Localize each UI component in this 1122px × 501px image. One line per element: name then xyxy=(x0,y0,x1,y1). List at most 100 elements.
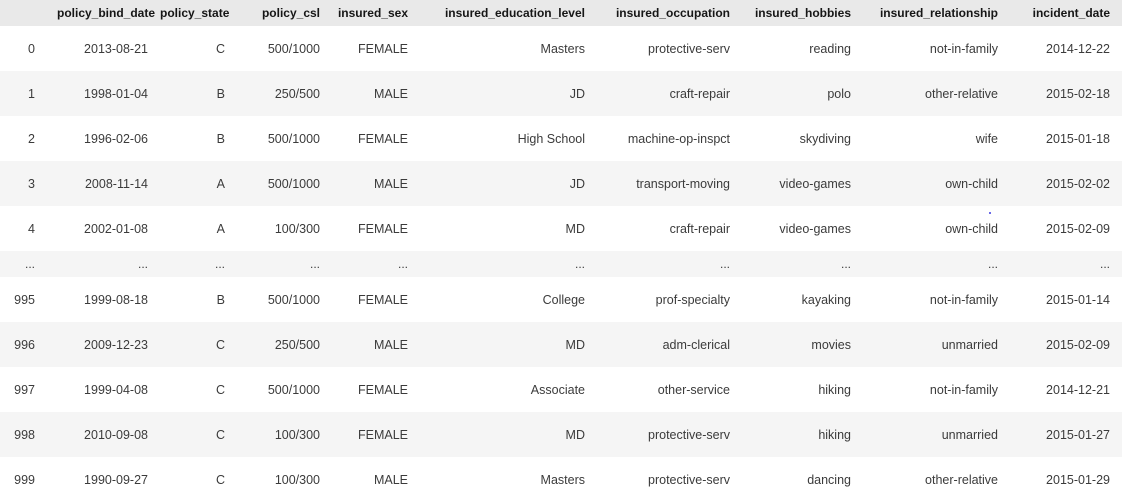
cell: 2002-01-08 xyxy=(84,221,148,236)
cell: machine-op-inspct xyxy=(627,131,730,146)
cell: Associate xyxy=(530,382,585,397)
cell: 2009-12-23 xyxy=(84,337,148,352)
cell: JD xyxy=(569,176,585,191)
table-row: 0 2013-08-21 C 500/1000 FEMALE Masters protect… xyxy=(0,26,1122,71)
column-header-insured-sex: insured_sex xyxy=(332,0,420,26)
cell: ... xyxy=(840,257,851,271)
cell: protective-serv xyxy=(648,41,730,56)
table-row: 1 1998-01-04 B 250/500 MALE JD craft-repair pol… xyxy=(0,71,1122,116)
cell: C xyxy=(215,427,225,442)
table-row: 996 2009-12-23 C 250/500 MALE MD adm-clerical m… xyxy=(0,322,1122,367)
cell: MD xyxy=(565,337,585,352)
cell: JD xyxy=(569,86,585,101)
cell: hiking xyxy=(818,427,851,442)
cell: 2014-12-21 xyxy=(1046,382,1110,397)
column-header-insured-hobbies: insured_hobbies xyxy=(742,0,863,26)
cell: 100/300 xyxy=(274,472,320,487)
cell: adm-clerical xyxy=(662,337,730,352)
cell: C xyxy=(215,472,225,487)
cell: ... xyxy=(719,257,730,271)
cell: unmarried xyxy=(941,337,998,352)
cell: hiking xyxy=(818,382,851,397)
row-index: 995 xyxy=(14,292,35,307)
cell: 2010-09-08 xyxy=(84,427,148,442)
column-header-insured-occupation: insured_occupation xyxy=(597,0,742,26)
cell: 250/500 xyxy=(274,86,320,101)
cell: C xyxy=(215,337,225,352)
cell: video-games xyxy=(779,176,851,191)
column-header-policy-bind-date: policy_bind_date xyxy=(57,0,160,26)
row-index: 996 xyxy=(14,337,35,352)
row-index: 0 xyxy=(28,41,35,56)
cell: 100/300 xyxy=(274,221,320,236)
cell: FEMALE xyxy=(357,221,408,236)
cell: MALE xyxy=(373,337,408,352)
cell: 500/1000 xyxy=(267,382,320,397)
cell: 2015-01-29 xyxy=(1046,472,1110,487)
cell: reading xyxy=(809,41,851,56)
row-index: 998 xyxy=(14,427,35,442)
cell: own-child xyxy=(945,221,998,236)
cell: movies xyxy=(811,337,851,352)
cell: FEMALE xyxy=(357,382,408,397)
cell: 1990-09-27 xyxy=(84,472,148,487)
cell: 500/1000 xyxy=(267,176,320,191)
cell: 2015-01-18 xyxy=(1046,131,1110,146)
cell: ... xyxy=(214,257,225,271)
cell: C xyxy=(215,41,225,56)
cell: craft-repair xyxy=(669,221,730,236)
cell: unmarried xyxy=(941,427,998,442)
row-index: 3 xyxy=(28,176,35,191)
cell: 2015-02-09 xyxy=(1046,337,1110,352)
cell: ... xyxy=(1099,257,1110,271)
row-index: 4 xyxy=(28,221,35,236)
cell: MALE xyxy=(373,472,408,487)
cell: 500/1000 xyxy=(267,131,320,146)
row-index: 997 xyxy=(14,382,35,397)
table-body: 0 2013-08-21 C 500/1000 FEMALE Masters protect… xyxy=(0,26,1122,501)
cell: FEMALE xyxy=(357,427,408,442)
cell: ... xyxy=(397,257,408,271)
cell: prof-specialty xyxy=(655,292,730,307)
cell: kayaking xyxy=(801,292,851,307)
cell: not-in-family xyxy=(929,41,998,56)
cell: MALE xyxy=(373,86,408,101)
cell: ... xyxy=(309,257,320,271)
cell: 100/300 xyxy=(274,427,320,442)
cell: 1996-02-06 xyxy=(84,131,148,146)
table-row: 999 1990-09-27 C 100/300 MALE Masters protecti… xyxy=(0,457,1122,501)
cell: other-service xyxy=(657,382,730,397)
column-header-policy-csl: policy_csl xyxy=(237,0,332,26)
cell: 2008-11-14 xyxy=(84,176,148,191)
cell: own-child xyxy=(945,176,998,191)
table-row: 997 1999-04-08 C 500/1000 FEMALE Associate oth… xyxy=(0,367,1122,412)
row-index: 1 xyxy=(28,86,35,101)
row-index: 999 xyxy=(14,472,35,487)
cell: protective-serv xyxy=(648,472,730,487)
cell: other-relative xyxy=(925,86,998,101)
cell: 2015-02-18 xyxy=(1046,86,1110,101)
row-index: 2 xyxy=(28,131,35,146)
cell: MALE xyxy=(373,176,408,191)
ellipsis-row: .............................. xyxy=(0,251,1122,277)
index-column-header xyxy=(0,0,57,26)
cell: MD xyxy=(565,427,585,442)
cell: 250/500 xyxy=(274,337,320,352)
cell: Masters xyxy=(540,472,585,487)
cell: 2015-02-09 xyxy=(1046,221,1110,236)
cell: A xyxy=(216,221,225,236)
cell: FEMALE xyxy=(357,131,408,146)
cell: wife xyxy=(975,131,998,146)
column-header-insured-relationship: insured_relationship xyxy=(863,0,1010,26)
cell: ... xyxy=(987,257,998,271)
column-header-insured-education-level: insured_education_level xyxy=(420,0,597,26)
stray-dot xyxy=(989,212,991,214)
cell: ... xyxy=(137,257,148,271)
cell: C xyxy=(215,382,225,397)
table-row: 998 2010-09-08 C 100/300 FEMALE MD protective-… xyxy=(0,412,1122,457)
cell: 500/1000 xyxy=(267,292,320,307)
cell: FEMALE xyxy=(357,292,408,307)
cell: B xyxy=(216,292,225,307)
